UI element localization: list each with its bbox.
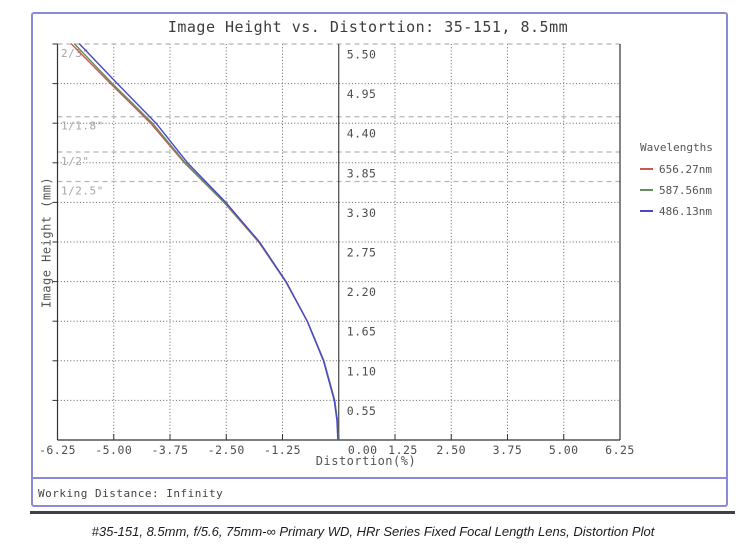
x-tick-label: -1.25 — [264, 443, 301, 457]
axis-ticks — [52, 43, 621, 440]
y-tick-label: 2.20 — [347, 285, 377, 299]
y-tick-label: 3.85 — [347, 166, 377, 180]
sensor-format-label: 1/1.8" — [61, 120, 104, 133]
x-tick-label: 2.50 — [436, 443, 466, 457]
legend-item: 656.27nm — [640, 162, 713, 176]
legend-item: 587.56nm — [640, 183, 713, 197]
y-tick-label: 2.75 — [347, 246, 377, 260]
legend-item-label: 486.13nm — [659, 204, 712, 218]
y-tick-label: 5.50 — [347, 48, 377, 62]
x-tick-label: -2.50 — [208, 443, 245, 457]
x-tick-label: 3.75 — [493, 443, 523, 457]
sensor-format-label: 1/2" — [61, 155, 90, 168]
legend-item-label: 587.56nm — [659, 183, 712, 197]
wavelength-legend: Wavelengths 656.27nm 587.56nm 486.13nm — [640, 141, 713, 218]
y-tick-label: 1.10 — [347, 364, 377, 378]
x-tick-label: 1.25 — [388, 443, 418, 457]
x-axis-title: Distortion(%) — [315, 454, 417, 468]
y-tick-label: 3.30 — [347, 206, 377, 220]
y-tick-label: 0.55 — [347, 404, 377, 418]
y-axis-title: Image Height (mm) — [39, 176, 54, 309]
legend-item: 486.13nm — [640, 204, 713, 218]
x-tick-label: 6.25 — [605, 443, 635, 457]
working-distance-strip: Working Distance: Infinity — [31, 477, 728, 507]
gridlines — [57, 44, 620, 440]
y-tick-label: 4.40 — [347, 127, 377, 141]
x-tick-label: 0.00 — [348, 443, 378, 457]
legend-color-dash — [640, 210, 653, 212]
x-tick-labels: -6.25 -5.00 -3.75 -2.50 -1.25 0.00 1.25 2.50 3.7… — [39, 443, 635, 457]
figure-caption: #35-151, 8.5mm, f/5.6, 75mm-∞ Primary WD… — [91, 524, 655, 539]
sensor-format-label: 2/3" — [61, 47, 90, 60]
legend-color-dash — [640, 189, 653, 191]
x-tick-label: -5.00 — [95, 443, 132, 457]
legend-item-label: 656.27nm — [659, 162, 712, 176]
bottom-divider — [30, 511, 735, 514]
x-tick-label: 5.00 — [549, 443, 579, 457]
y-tick-labels: 5.50 4.95 4.40 3.85 3.30 2.75 2.20 1.65 1.10 0.55 — [347, 48, 377, 418]
plot-canvas: 2/3" 1/1.8" 1/2" 1/2.5" 5.50 4.95 4.40 3.85 3.30… — [39, 43, 635, 457]
legend-items: 656.27nm 587.56nm 486.13nm — [640, 162, 713, 218]
plot-frame — [31, 12, 728, 507]
y-tick-label: 1.65 — [347, 325, 377, 339]
curve-486.13nm — [78, 43, 339, 441]
legend-color-dash — [640, 168, 653, 170]
sensor-format-label: 1/2.5" — [61, 185, 104, 198]
y-tick-label: 4.95 — [347, 87, 377, 101]
legend-title: Wavelengths — [640, 141, 713, 154]
x-tick-label: -6.25 — [39, 443, 76, 457]
chart-title: Image Height vs. Distortion: 35-151, 8.5… — [167, 18, 569, 36]
working-distance-text: Working Distance: Infinity — [38, 486, 224, 500]
x-tick-label: -3.75 — [151, 443, 188, 457]
